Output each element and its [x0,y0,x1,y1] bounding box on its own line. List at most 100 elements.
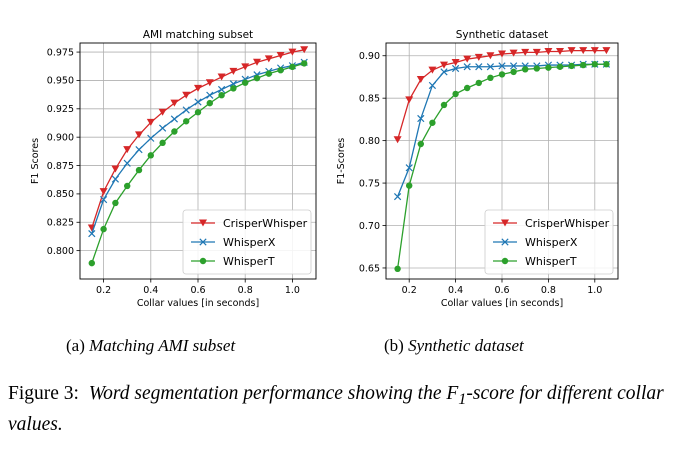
data-point-3 [135,166,143,174]
data-point-2 [194,98,202,106]
y-axis-label: F1-Scores [336,138,347,185]
x-tick-label: 0.4 [448,285,463,296]
data-point-2 [170,115,179,123]
data-point-3 [510,68,517,76]
data-point-1 [253,58,261,66]
x-tick-label: 0.8 [238,285,253,296]
data-point-3 [556,63,564,70]
data-point-3 [498,71,506,78]
x-tick-label: 1.0 [587,285,602,296]
data-point-3 [100,225,107,233]
x-tick-label: 1.0 [285,285,300,296]
x-axis-label: Collar values [in seconds] [137,298,259,309]
data-point-1 [229,67,238,75]
y-tick-label: 0.900 [47,132,74,143]
data-point-1 [544,47,553,55]
legend: CrisperWhisper WhisperX WhisperT [484,209,614,275]
legend: CrisperWhisper WhisperX WhisperT [182,209,312,275]
y-tick-label: 0.75 [359,178,380,189]
data-point-3 [464,84,471,92]
data-point-2 [463,63,471,71]
data-point-1 [393,136,402,144]
chart-synthetic: 0.2 0.4 0.6 0.8 1.0 0.65 0.70 0.75 0.80 0.85 0.90 S… [336,29,619,309]
data-point-1 [556,47,564,55]
data-point-3 [230,85,237,92]
data-point-2 [393,193,402,201]
data-point-1 [498,50,506,58]
data-point-2 [123,159,131,167]
legend-marker-3 [501,257,509,265]
legend-box [182,209,312,275]
data-point-1 [567,47,576,55]
data-point-1 [440,61,448,69]
data-point-3 [171,128,178,135]
data-point-2 [88,229,96,238]
data-point-1 [135,131,143,139]
x-tick-label: 0.6 [190,285,205,296]
data-point-2 [217,85,226,94]
data-point-1 [264,55,273,63]
subcaption-a-label: (a) [66,336,85,355]
data-point-2 [440,68,448,76]
data-point-3 [580,61,587,69]
legend-label-2: WhisperX [525,236,578,249]
legend-marker-1 [501,219,509,227]
data-point-1 [451,59,460,67]
data-point-3 [591,61,598,68]
data-point-1 [602,47,611,55]
data-point-2 [509,62,518,70]
data-point-3 [487,74,494,82]
legend-marker-2 [199,238,207,246]
data-point-2 [182,106,190,114]
data-point-1 [579,47,588,55]
data-point-1 [276,51,285,59]
data-point-3 [289,63,296,71]
data-point-3 [429,119,436,126]
data-point-1 [288,48,297,56]
y-tick-label: 0.975 [47,47,74,58]
data-point-2 [111,175,120,183]
y-tick-label: 0.800 [47,246,74,257]
data-point-3 [242,79,249,86]
data-point-2 [451,64,460,73]
figure-canvas: 0.2 0.4 0.6 0.8 1.00.8000.8250.8500.8750.900… [30,29,619,309]
data-point-3 [452,90,459,98]
data-point-3 [603,61,610,68]
subcaption-a-text: Matching AMI subset [89,336,236,355]
data-point-2 [158,124,167,132]
data-point-1 [532,48,541,56]
data-point-2 [498,62,506,70]
data-point-3 [124,182,131,190]
x-tick-label: 0.4 [143,285,158,296]
y-tick-label: 0.875 [47,161,74,172]
legend-marker-1 [199,219,207,227]
data-point-1 [474,53,483,61]
data-point-3 [183,118,190,125]
data-point-2 [135,146,143,154]
y-tick-label: 0.80 [359,136,380,147]
y-tick-label: 0.925 [47,104,74,115]
legend-label-3: WhisperT [525,255,577,268]
data-point-1 [509,49,518,57]
data-point-1 [146,118,155,126]
chart-title: AMI matching subset [143,29,253,41]
data-point-2 [417,114,425,123]
subcaption-a: (a) Matching AMI subset [66,336,235,356]
caption-text-after: -score for different collar values. [8,383,664,435]
x-tick-label: 0.2 [402,285,417,296]
data-point-1 [590,47,599,55]
data-point-1 [463,55,472,63]
data-point-1 [99,188,108,196]
legend-label-3: WhisperT [223,255,275,268]
x-tick-label: 0.2 [96,285,111,296]
x-axis-label: Collar values [in seconds] [441,298,563,309]
data-point-1 [217,73,226,81]
data-point-1 [486,52,495,60]
data-point-2 [229,80,238,88]
data-point-1 [300,46,309,54]
data-point-2 [475,63,483,71]
legend-marker-2 [501,238,509,246]
data-point-3 [206,99,213,107]
data-point-1 [405,96,414,104]
data-point-3 [533,65,540,72]
